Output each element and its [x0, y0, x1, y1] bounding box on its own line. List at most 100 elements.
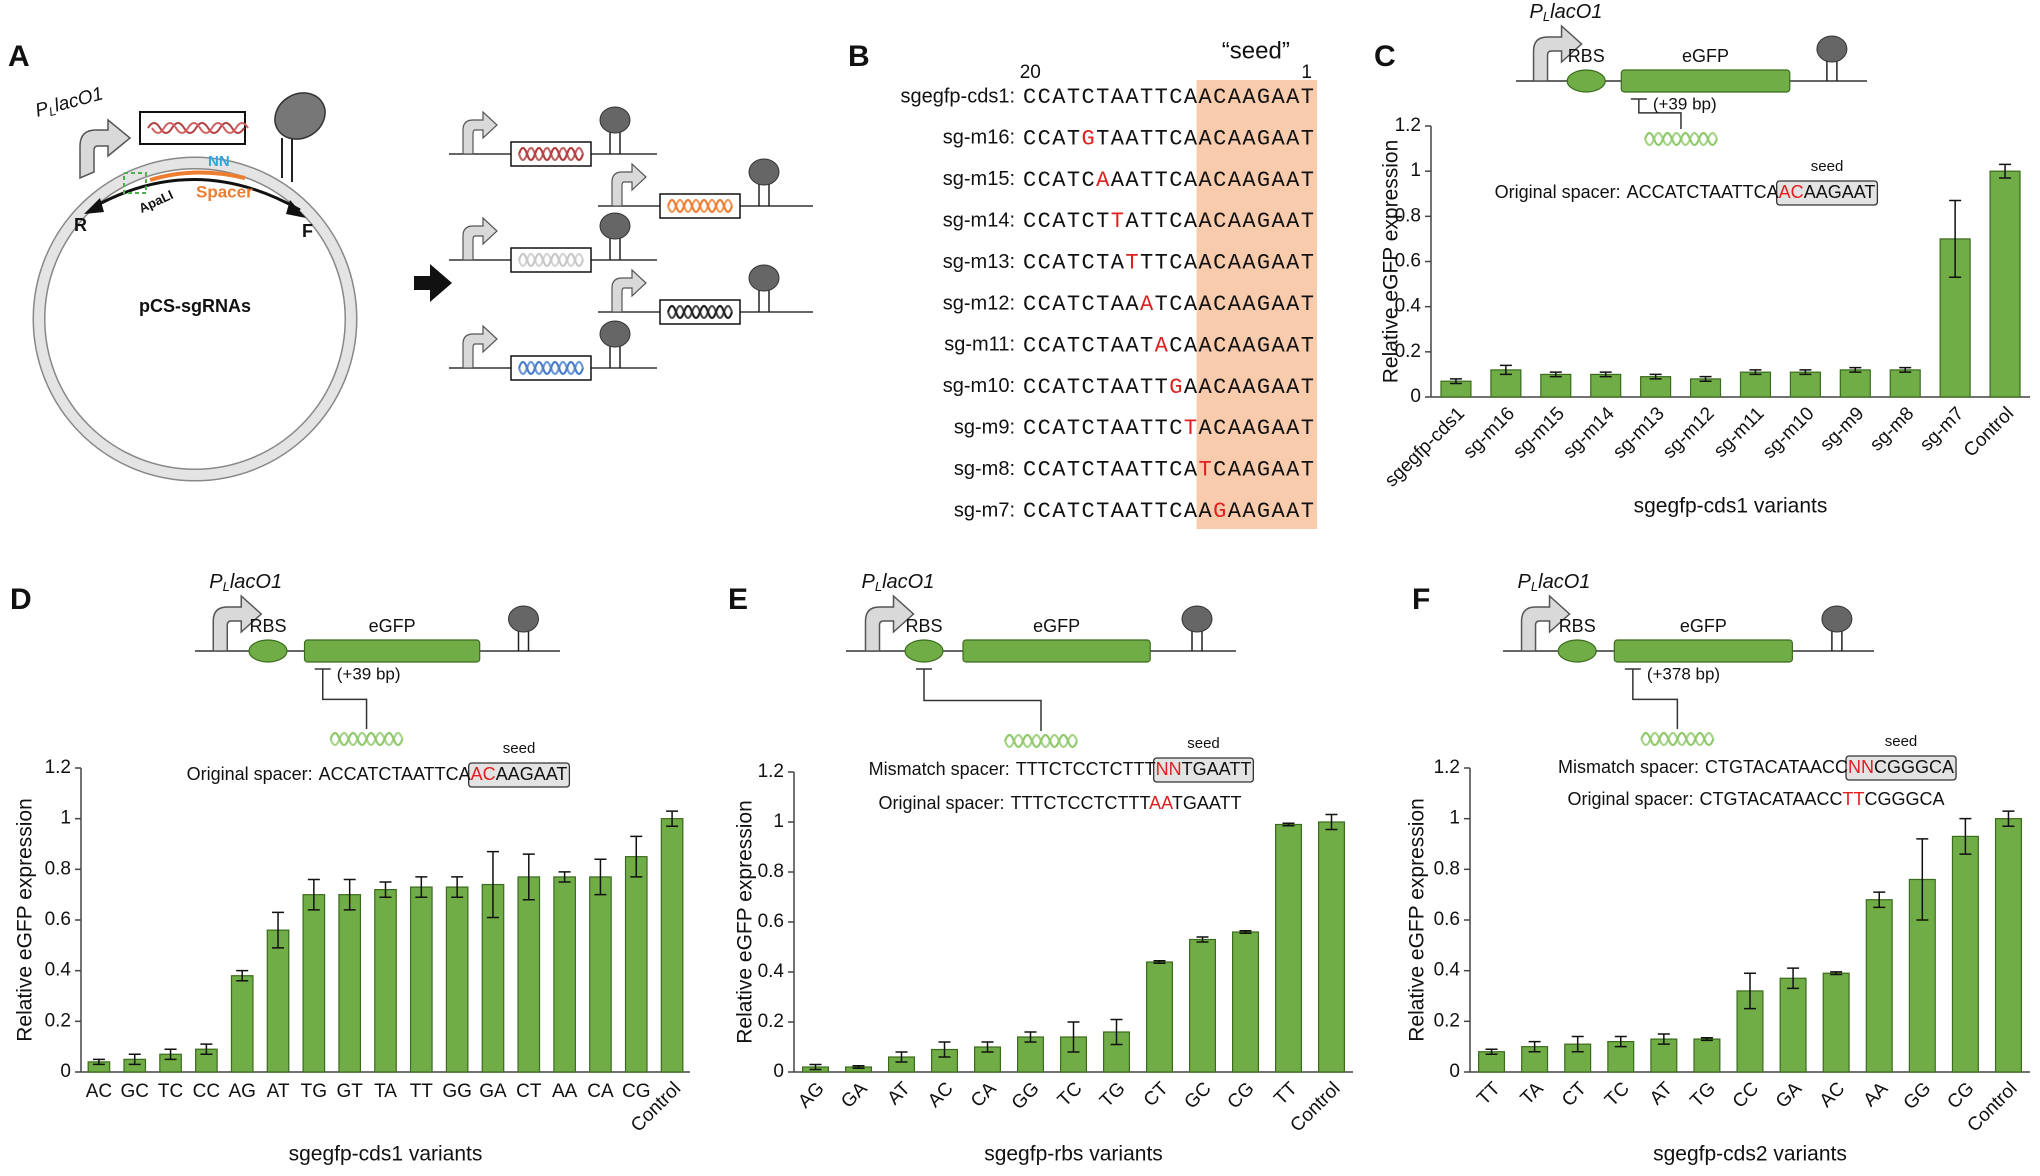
x-tick-label: sg-m14 [1559, 403, 1619, 463]
bar [338, 894, 362, 1073]
seed-label: seed [1885, 733, 1918, 750]
promoter-label: PLlacO1 [862, 571, 935, 594]
row-name: sg-m16: [943, 127, 1015, 149]
x-tick-label: GG [442, 1081, 472, 1102]
promoter-main: P [862, 571, 876, 593]
mutation: T [1111, 209, 1124, 234]
y-tick-label: 0.8 [45, 858, 71, 879]
bar [589, 876, 612, 1073]
x-tick-label: sg-m9 [1816, 403, 1868, 455]
rbs-label: RBS [1568, 46, 1605, 66]
dna-helix [666, 198, 734, 214]
bar [230, 975, 254, 1073]
error-bar [1499, 364, 1512, 376]
spacer-label: Original spacer: [878, 793, 1004, 813]
terminator [748, 264, 780, 292]
plasmid-ring [34, 158, 356, 480]
panel-label: E [728, 583, 748, 616]
x-tick-label: GC [120, 1081, 149, 1102]
error-bar [379, 881, 392, 898]
mutation: A [1096, 168, 1110, 193]
bar [445, 886, 469, 1073]
bar [1317, 821, 1345, 1073]
dna-helix [1643, 131, 1718, 147]
y-tick-label: 0.6 [45, 909, 71, 930]
x-tick-label: TT [1270, 1078, 1302, 1110]
row-name: sg-m13: [943, 251, 1015, 273]
bar [660, 818, 684, 1073]
dna-helix [517, 252, 585, 268]
terminator [1821, 605, 1853, 633]
x-tick-label: AA [1860, 1078, 1893, 1111]
error-bar [1999, 163, 2012, 179]
gene-label: eGFP [369, 616, 416, 636]
error-bar [1485, 1048, 1498, 1056]
bar [1822, 972, 1850, 1073]
bar [624, 856, 648, 1073]
apali-site [123, 172, 147, 194]
plasmid-name: pCS-sgRNAs [139, 296, 251, 316]
x-tick-label: CG [622, 1081, 651, 1102]
bar [1274, 823, 1302, 1073]
error-bar [128, 1053, 141, 1066]
spacer-sequence: TTTCTCCTCTTT [1011, 793, 1151, 813]
spacer-sequence: TGAATT [1172, 793, 1242, 813]
error-bar [1949, 199, 1962, 279]
sgrna-helix [147, 122, 245, 134]
arrow-head [84, 198, 104, 214]
sequence-part: CCATC [1023, 168, 1095, 193]
error-bar [1700, 1037, 1713, 1042]
error-bar [666, 810, 679, 828]
bar [1889, 369, 1921, 398]
error-bar [1282, 822, 1295, 827]
y-tick-label: 0.6 [1434, 909, 1460, 930]
spacer-arc [149, 170, 246, 182]
sequence-part: CCATCTAATT [1023, 375, 1168, 400]
terminator [599, 212, 631, 240]
x-tick-label: TA [1517, 1078, 1548, 1109]
seed-box [1845, 755, 1957, 781]
x-axis-label: sgegfp-cds1 variants [289, 1143, 483, 1166]
promoter-rest: lacO1 [882, 571, 934, 593]
x-axis-label: sgegfp-cds1 variants [1634, 495, 1828, 518]
sequence: CCATCAAATTCAACAAGAAT [1023, 168, 1314, 193]
x-tick-label: GA [479, 1081, 507, 1102]
promoter-arrow [462, 110, 498, 155]
repression-line [314, 668, 368, 729]
x-tick-label: TG [1686, 1078, 1720, 1112]
error-bar [594, 858, 607, 896]
error-bar [1657, 1033, 1670, 1045]
sequence-part: AAGAAT [1228, 499, 1314, 524]
error-bar [1549, 371, 1562, 378]
bar [1590, 373, 1622, 398]
promoter-rest: lacO1 [1550, 1, 1602, 23]
error-bar [1749, 369, 1762, 376]
x-tick-label: AC [86, 1081, 112, 1102]
sequence-part: TTCAACAAGAAT [1140, 250, 1314, 275]
x-tick-label: CT [1140, 1078, 1173, 1111]
dna-helix [517, 146, 585, 162]
repression-line [1630, 98, 1682, 129]
y-tick-label: 0.2 [45, 1010, 71, 1031]
spacer-sequence: TTTCTCCTCTTT [1016, 759, 1156, 779]
x-tick-label: CG [1224, 1078, 1259, 1113]
error-bar [809, 1063, 822, 1071]
inner-arc [91, 178, 301, 212]
x-tick-label: sg-m13 [1609, 403, 1669, 463]
promoter-main: P [1530, 1, 1544, 23]
x-tick-label: sg-m11 [1710, 403, 1769, 462]
x-tick-label: sgegfp-cds1 [1381, 403, 1469, 491]
sequence-part: ATTCAACAAGAAT [1125, 209, 1314, 234]
panel-label: A [8, 40, 30, 73]
y-tick-label: 0.2 [758, 1011, 784, 1032]
error-bar [1899, 366, 1912, 373]
x-tick-label: CA [587, 1081, 614, 1102]
x-tick-label: TA [374, 1081, 397, 1102]
promoter-sub: L [1543, 9, 1550, 24]
x-tick-label: GT [336, 1081, 363, 1102]
y-tick-label: 0 [60, 1061, 71, 1082]
error-bar [451, 876, 464, 898]
promoter-label: PLlacO1 [33, 83, 106, 122]
bar [374, 888, 397, 1073]
spacer-highlight: AC [471, 764, 496, 784]
